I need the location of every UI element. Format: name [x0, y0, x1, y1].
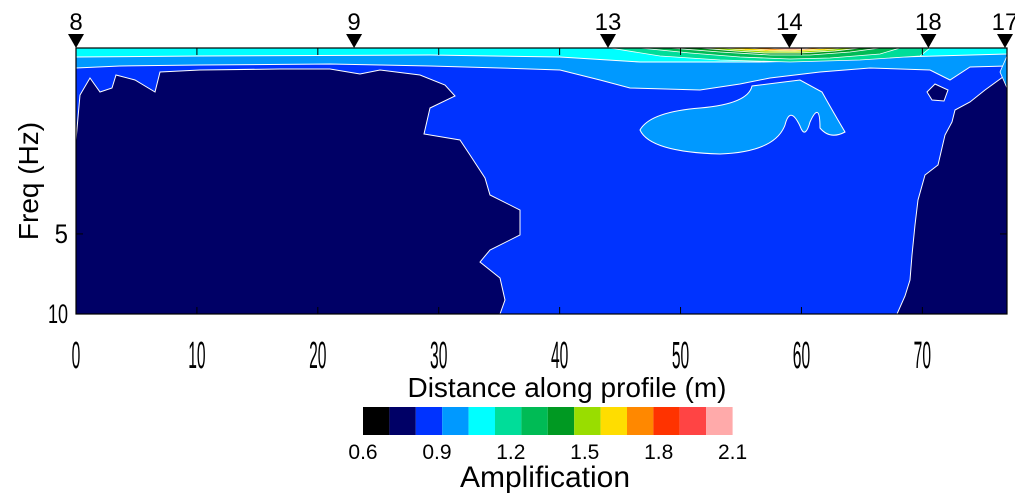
station-label: 13: [595, 9, 622, 36]
station-marker-triangle: [68, 34, 84, 48]
colorbar-swatch: [415, 407, 443, 435]
colorbar-swatch: [600, 407, 627, 435]
colorbar-swatch: [679, 407, 707, 435]
colorbar-swatch: [521, 407, 548, 435]
colorbar-tick-label: 1.2: [496, 441, 525, 464]
x-tick-label: 30: [430, 335, 447, 377]
colorbar-tick-label: 0.6: [348, 441, 377, 464]
colorbar: 0.6 0.9 1.2 1.5 1.8 2.1: [348, 407, 747, 464]
station-marker-triangle: [997, 34, 1013, 48]
colorbar-tick-label: 1.8: [644, 441, 673, 464]
station-label: 8: [69, 9, 82, 36]
contour-band-0-9-left: [76, 68, 521, 314]
contour-band-0-9-right: [896, 73, 1007, 314]
colorbar-swatch: [363, 407, 390, 435]
x-tick-label: 70: [914, 335, 931, 377]
x-tick-label: 60: [793, 335, 810, 377]
x-tick-label: 40: [551, 335, 568, 377]
contour-band-0-9-island: [926, 83, 949, 102]
colorbar-swatch: [495, 407, 522, 435]
colorbar-swatch: [468, 407, 495, 435]
colorbar-swatch: [574, 407, 601, 435]
x-tick-label: 0: [72, 335, 81, 377]
station-marker-triangle: [600, 34, 616, 48]
colorbar-swatch: [653, 407, 680, 435]
colorbar-swatch: [547, 407, 575, 435]
contour-plot-area: [76, 48, 1007, 314]
station-marker-triangle: [346, 34, 363, 48]
colorbar-swatch: [706, 407, 733, 435]
contour-band-1-1-bulge: [639, 79, 846, 155]
station-label: 14: [776, 9, 803, 36]
colorbar-tick-label: 2.1: [718, 441, 747, 464]
station-label: 18: [915, 9, 942, 36]
x-tick-label: 50: [672, 335, 689, 377]
station-marker-triangle: [920, 34, 937, 48]
contour-band-1-1-edge: [999, 55, 1007, 89]
y-tick-label: 5: [55, 220, 68, 249]
colorbar-swatch: [389, 407, 416, 435]
plot-frame: [75, 47, 1008, 315]
colorbar-title: Amplification: [460, 461, 630, 493]
station-label: 17: [992, 9, 1015, 36]
x-axis-ticks: 0 10 20 30 40 50 60 70: [72, 48, 931, 377]
x-tick-label: 10: [188, 335, 205, 377]
station-marker-triangle: [781, 34, 798, 48]
x-tick-label: 20: [309, 335, 326, 377]
colorbar-tick-label: 1.5: [570, 441, 599, 464]
station-markers: 8 9 13 14 18 17: [68, 9, 1015, 48]
y-tick-label: 10: [48, 300, 68, 329]
colorbar-tick-label: 0.9: [422, 441, 451, 464]
colorbar-swatch: [442, 407, 469, 435]
station-label: 9: [347, 9, 360, 36]
y-axis-ticks: 5 10: [48, 220, 1007, 329]
colorbar-swatch: [627, 407, 654, 435]
x-axis-label: Distance along profile (m): [407, 372, 726, 403]
y-axis-label: Freq (Hz): [13, 122, 44, 240]
